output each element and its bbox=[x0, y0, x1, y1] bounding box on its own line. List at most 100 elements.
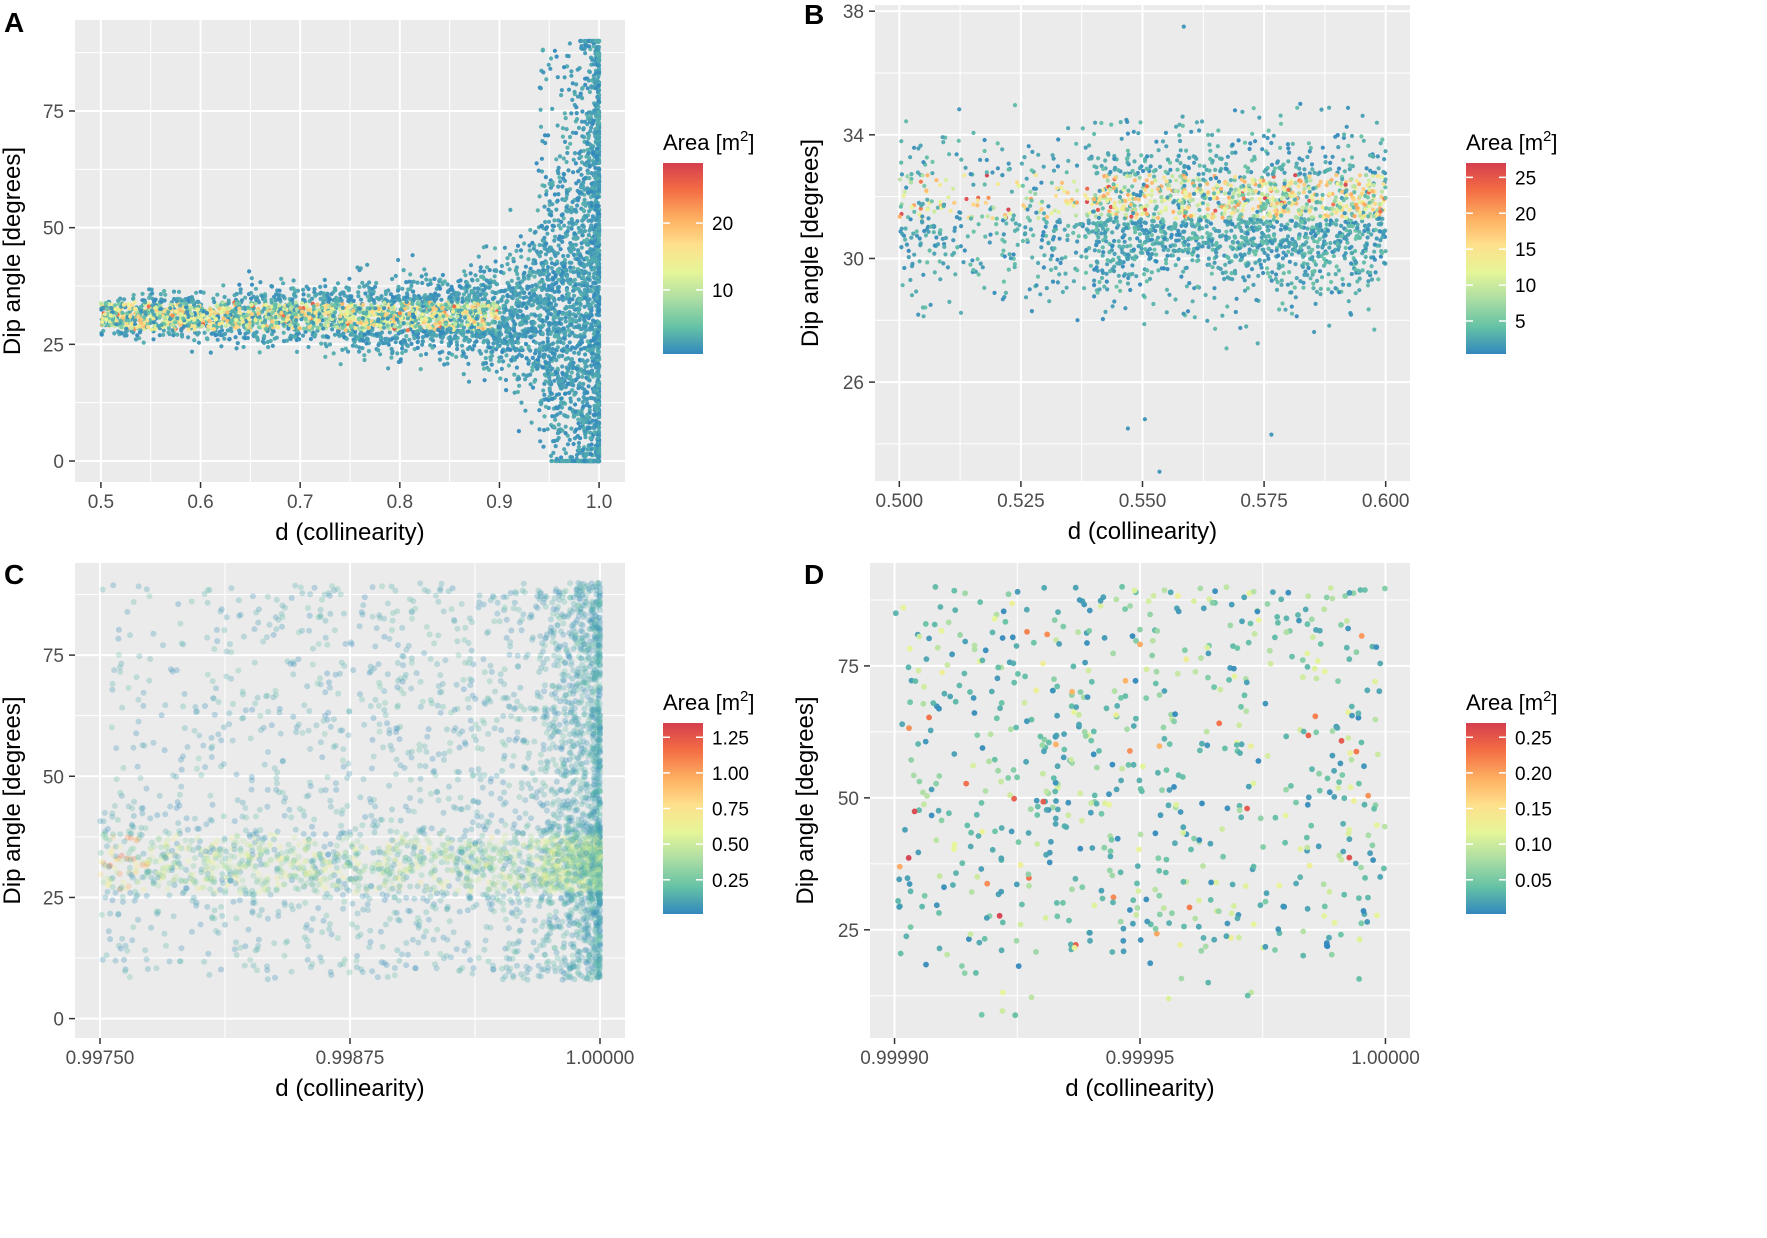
data-point bbox=[346, 349, 351, 354]
data-point bbox=[533, 326, 538, 331]
data-point bbox=[537, 408, 542, 413]
data-point bbox=[580, 134, 585, 139]
data-point bbox=[594, 418, 599, 423]
data-point bbox=[485, 265, 490, 270]
data-point bbox=[533, 229, 538, 234]
data-point bbox=[518, 234, 523, 239]
data-point bbox=[361, 302, 366, 307]
data-point bbox=[597, 160, 602, 166]
data-point bbox=[579, 154, 584, 159]
data-point bbox=[474, 316, 479, 321]
data-point bbox=[371, 298, 376, 303]
data-point bbox=[150, 303, 155, 308]
data-point bbox=[504, 353, 509, 358]
data-point bbox=[400, 350, 405, 355]
data-point bbox=[100, 319, 105, 325]
data-point bbox=[566, 294, 571, 299]
data-point bbox=[438, 277, 443, 282]
data-point bbox=[595, 361, 600, 366]
data-point bbox=[590, 418, 595, 423]
data-point bbox=[493, 268, 499, 273]
data-point bbox=[569, 111, 574, 116]
data-point bbox=[597, 248, 602, 253]
data-point bbox=[572, 231, 577, 236]
data-point bbox=[474, 339, 479, 344]
data-point bbox=[509, 278, 514, 283]
data-point bbox=[253, 318, 258, 323]
data-point bbox=[244, 323, 249, 328]
data-point bbox=[149, 287, 154, 292]
data-point bbox=[593, 319, 598, 324]
data-point bbox=[561, 253, 566, 259]
data-point bbox=[596, 391, 601, 396]
data-point bbox=[196, 340, 201, 345]
data-point bbox=[559, 386, 564, 391]
data-point bbox=[575, 196, 580, 201]
data-point bbox=[437, 357, 443, 362]
data-point bbox=[215, 337, 220, 342]
data-point bbox=[584, 364, 589, 369]
data-point bbox=[484, 349, 489, 354]
data-point bbox=[263, 318, 268, 323]
data-point bbox=[424, 277, 429, 282]
data-point bbox=[365, 294, 370, 299]
data-point bbox=[390, 276, 395, 282]
data-point bbox=[589, 308, 594, 313]
data-point bbox=[398, 329, 403, 334]
data-point bbox=[409, 283, 414, 288]
data-point bbox=[551, 249, 557, 254]
data-point bbox=[592, 194, 597, 199]
data-point bbox=[400, 286, 405, 291]
data-point bbox=[469, 330, 474, 335]
data-point bbox=[133, 337, 139, 342]
data-point bbox=[556, 243, 561, 248]
data-point bbox=[570, 130, 576, 135]
data-point bbox=[562, 75, 567, 80]
data-point bbox=[532, 274, 537, 279]
data-point bbox=[224, 323, 229, 328]
data-point bbox=[596, 383, 601, 388]
data-point bbox=[581, 177, 587, 182]
data-point bbox=[589, 258, 595, 263]
data-point bbox=[483, 356, 488, 361]
data-point bbox=[481, 366, 487, 371]
data-point bbox=[588, 129, 593, 134]
data-point bbox=[530, 368, 535, 373]
data-point bbox=[390, 298, 395, 303]
data-point bbox=[562, 413, 567, 418]
data-point bbox=[421, 320, 426, 325]
data-point bbox=[595, 57, 601, 62]
data-point bbox=[536, 168, 541, 173]
data-point bbox=[595, 102, 600, 107]
data-point bbox=[574, 82, 579, 87]
data-point bbox=[294, 349, 300, 354]
data-point bbox=[179, 328, 184, 333]
data-point bbox=[379, 335, 384, 340]
data-point bbox=[590, 214, 596, 219]
data-point bbox=[314, 292, 319, 297]
data-point bbox=[565, 145, 570, 150]
data-point bbox=[460, 296, 465, 301]
data-point bbox=[171, 289, 177, 294]
data-point bbox=[562, 257, 568, 263]
data-point bbox=[581, 224, 587, 229]
data-point bbox=[420, 335, 426, 340]
data-point bbox=[443, 322, 448, 327]
data-point bbox=[452, 296, 457, 301]
data-point bbox=[571, 312, 576, 317]
data-point bbox=[569, 370, 574, 375]
data-point bbox=[184, 309, 190, 314]
data-point bbox=[497, 310, 502, 315]
data-point bbox=[335, 329, 341, 334]
data-point bbox=[379, 312, 384, 317]
data-point bbox=[596, 170, 601, 175]
x-tick-label: 0.9 bbox=[486, 492, 512, 513]
data-point bbox=[570, 97, 575, 102]
data-point bbox=[584, 370, 590, 375]
data-point bbox=[281, 330, 286, 335]
data-point bbox=[318, 296, 323, 301]
data-point bbox=[567, 390, 572, 395]
data-point bbox=[108, 313, 113, 318]
data-point bbox=[437, 320, 442, 325]
data-point bbox=[269, 300, 274, 305]
